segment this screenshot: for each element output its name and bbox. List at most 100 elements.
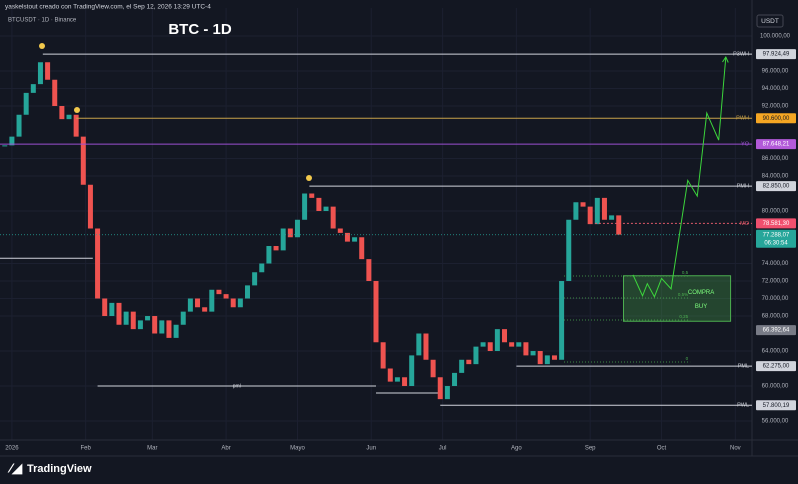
bulbs	[39, 43, 312, 181]
price-tag-label: 62.275,00	[763, 364, 790, 370]
line-label: pml	[233, 383, 241, 389]
candle	[244, 285, 250, 299]
zone-label: COMPRA	[688, 290, 714, 296]
x-tick-label: Abr	[221, 446, 230, 452]
y-tick-label: 68.000,00	[762, 314, 789, 320]
candle	[280, 228, 286, 251]
level-name: MO	[740, 221, 750, 227]
level-name: PMH	[737, 184, 749, 190]
candle	[373, 281, 379, 343]
price-tag-label: 87.648,21	[763, 142, 790, 148]
price-tag-label: 97.924,49	[763, 52, 790, 58]
candle	[601, 197, 607, 220]
candle	[152, 316, 158, 334]
candle	[45, 62, 51, 80]
candle	[452, 372, 458, 387]
candle	[544, 355, 550, 365]
candle	[416, 333, 422, 356]
brand-icon: ⁄◢	[7, 460, 23, 475]
x-tick-label: Sep	[585, 446, 596, 452]
fib-label: 0,5	[682, 270, 689, 275]
candle	[95, 228, 101, 299]
candle	[409, 355, 415, 387]
projection-arrowhead	[722, 55, 729, 63]
candle	[387, 368, 393, 382]
candle	[594, 197, 600, 225]
bulb-icon	[74, 107, 80, 113]
x-tick-label: Jul	[439, 446, 447, 452]
candle	[302, 193, 308, 220]
price-tag	[756, 229, 796, 248]
candle	[80, 136, 86, 185]
footer	[0, 456, 798, 484]
candle	[123, 311, 129, 325]
candle	[166, 320, 172, 338]
price-tag	[756, 400, 796, 411]
candle	[566, 219, 572, 282]
candle	[30, 84, 36, 93]
currency-box[interactable]	[756, 14, 784, 28]
candle	[16, 114, 22, 137]
candle	[352, 237, 358, 242]
candle	[323, 206, 329, 212]
price-tag-label: 78.581,30	[763, 221, 790, 227]
candle	[159, 320, 165, 334]
level-name: PWL	[737, 403, 749, 409]
bulb-icon	[39, 43, 45, 49]
candle	[195, 298, 201, 308]
candle	[380, 342, 386, 369]
candle	[130, 311, 136, 330]
candle	[266, 246, 272, 264]
candle	[102, 298, 108, 317]
currency[interactable]: USDT	[761, 18, 779, 25]
fib-label: 0,25	[679, 314, 688, 319]
projection-line	[632, 56, 727, 298]
candle	[437, 377, 443, 400]
candle	[223, 294, 229, 299]
candle	[609, 215, 615, 220]
brand[interactable]: TradingView	[27, 463, 92, 475]
candle	[316, 197, 322, 212]
candle	[537, 351, 543, 365]
candle	[473, 346, 479, 365]
candle	[509, 342, 515, 347]
price-tag	[756, 361, 796, 372]
candle	[430, 359, 436, 378]
level-name: PML	[738, 364, 749, 370]
y-tick-label: 56.000,00	[762, 419, 789, 425]
y-tick-label: 84.000,00	[762, 174, 789, 180]
credit: yaskelstout creado con TradingView.com, …	[5, 4, 211, 11]
candle	[66, 114, 72, 120]
price-tag	[756, 325, 796, 336]
fib-label: 0	[686, 356, 689, 361]
price-tag	[756, 113, 796, 124]
candle	[59, 106, 65, 120]
x-tick-label: Feb	[80, 446, 91, 452]
candle	[37, 62, 43, 85]
x-tick-label: 2026	[5, 446, 19, 452]
candle	[516, 342, 522, 347]
candle	[287, 228, 293, 238]
candle	[551, 355, 557, 360]
y-tick-label: 70.000,00	[762, 296, 789, 302]
y-tick-label: 60.000,00	[762, 384, 789, 390]
candle	[137, 320, 143, 330]
candle	[494, 329, 500, 352]
candle	[502, 329, 508, 343]
candle	[9, 136, 15, 146]
bulb-icon	[306, 175, 312, 181]
candle	[173, 324, 179, 338]
candle	[523, 342, 529, 356]
x-tick-label: Oct	[657, 446, 667, 452]
candle	[394, 377, 400, 382]
y-tick-label: 80.000,00	[762, 209, 789, 215]
candle	[259, 263, 265, 273]
countdown: 06:30:54	[764, 240, 788, 246]
y-tick-label: 100.000,00	[760, 34, 791, 40]
candle	[402, 377, 408, 387]
candle	[2, 145, 8, 147]
candle	[309, 193, 315, 198]
